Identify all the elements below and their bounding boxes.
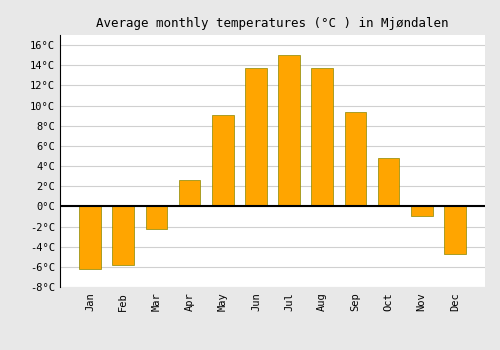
Bar <box>212 115 234 206</box>
Bar <box>80 206 101 269</box>
Bar <box>312 68 333 206</box>
Bar <box>278 55 300 206</box>
Title: Average monthly temperatures (°C ) in Mjøndalen: Average monthly temperatures (°C ) in Mj… <box>96 17 449 30</box>
Bar <box>411 206 432 216</box>
Bar <box>146 206 167 229</box>
Bar <box>245 68 266 206</box>
Bar <box>112 206 134 265</box>
Bar <box>179 180 201 206</box>
Bar <box>378 158 400 206</box>
Bar <box>344 112 366 206</box>
Bar <box>444 206 466 254</box>
